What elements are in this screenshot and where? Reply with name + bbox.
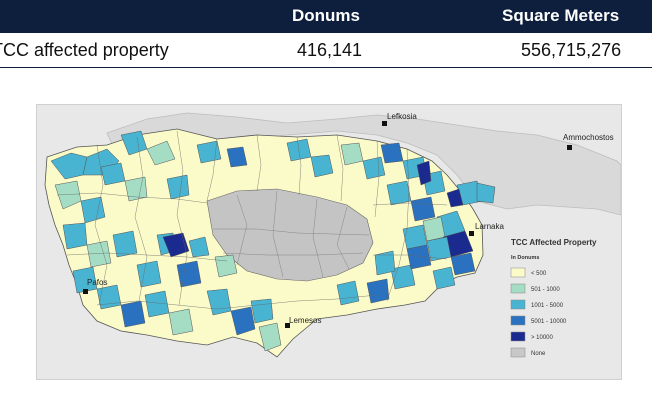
district — [362, 156, 386, 180]
row-donums-value: 416,141 — [297, 40, 363, 60]
district — [166, 174, 190, 200]
header-square-meters: Square Meters — [502, 6, 620, 25]
row-label: TCC affected property — [0, 40, 169, 60]
legend-item-label: < 500 — [531, 271, 547, 277]
larnaka-marker — [469, 231, 474, 236]
legend-item-label: 501 - 1000 — [531, 287, 560, 293]
map: Lefkosia Ammochostos Larnaka Pafos Lemes… — [36, 104, 622, 380]
district — [422, 216, 446, 242]
district — [168, 308, 194, 336]
district — [62, 222, 88, 250]
district — [162, 232, 190, 258]
district — [340, 142, 364, 166]
district — [146, 140, 176, 166]
district — [258, 322, 282, 352]
map-svg: Lefkosia Ammochostos Larnaka Pafos Lemes… — [44, 112, 621, 358]
troodos-boundaries — [213, 190, 370, 278]
district — [432, 266, 456, 290]
legend: TCC Affected Property In Donums < 500 501… — [510, 238, 597, 358]
lemesos-label: Lemesos — [289, 316, 321, 325]
legend-item-label: > 10000 — [531, 335, 554, 341]
district — [416, 160, 432, 186]
legend-swatch — [510, 315, 526, 326]
district — [112, 230, 138, 258]
legend-swatch — [510, 299, 526, 310]
ammochostos-label: Ammochostos — [563, 133, 614, 142]
legend-title: TCC Affected Property — [511, 238, 597, 247]
row-square-meters-value: 556,715,276 — [521, 40, 622, 60]
ammochostos-marker — [567, 145, 572, 150]
district — [366, 278, 390, 304]
table-row: TCC affected property 416,141 556,715,27… — [0, 33, 652, 68]
district — [450, 252, 476, 276]
district — [226, 146, 248, 168]
district — [100, 162, 126, 186]
district — [120, 300, 146, 328]
district — [80, 196, 106, 224]
district — [402, 224, 428, 250]
header-donums: Donums — [292, 6, 360, 25]
district-boundaries — [56, 130, 448, 310]
legend-item-label: None — [531, 351, 546, 357]
district — [446, 188, 464, 208]
district — [214, 254, 238, 278]
pafos-marker — [83, 289, 88, 294]
legend-swatch — [510, 267, 526, 278]
district — [336, 280, 360, 306]
lemesos-marker — [285, 323, 290, 328]
legend-swatch — [510, 331, 526, 342]
district — [374, 250, 396, 276]
legend-item-label: 5001 - 10000 — [531, 319, 567, 325]
district — [386, 180, 412, 206]
legend-swatch — [510, 283, 526, 294]
legend-swatch — [510, 347, 526, 358]
lefkosia-label: Lefkosia — [387, 112, 417, 121]
larnaka-label: Larnaka — [475, 222, 504, 231]
district — [476, 182, 496, 204]
district — [196, 140, 222, 164]
district — [176, 260, 202, 288]
district — [188, 236, 210, 258]
legend-subtitle: In Donums — [511, 255, 539, 261]
legend-item-label: 1001 - 5000 — [531, 303, 564, 309]
district — [380, 142, 404, 164]
districts — [50, 130, 496, 352]
district — [410, 196, 436, 222]
district — [230, 306, 256, 336]
legend-items: < 500 501 - 1000 1001 - 5000 5001 - 10000 > … — [510, 267, 567, 358]
district — [406, 244, 432, 270]
district — [136, 260, 162, 288]
district — [124, 176, 148, 202]
district — [310, 154, 334, 178]
lefkosia-marker — [382, 121, 387, 126]
table-header: Donums Square Meters — [0, 0, 652, 33]
pafos-label: Pafos — [87, 278, 107, 287]
district — [250, 298, 274, 324]
